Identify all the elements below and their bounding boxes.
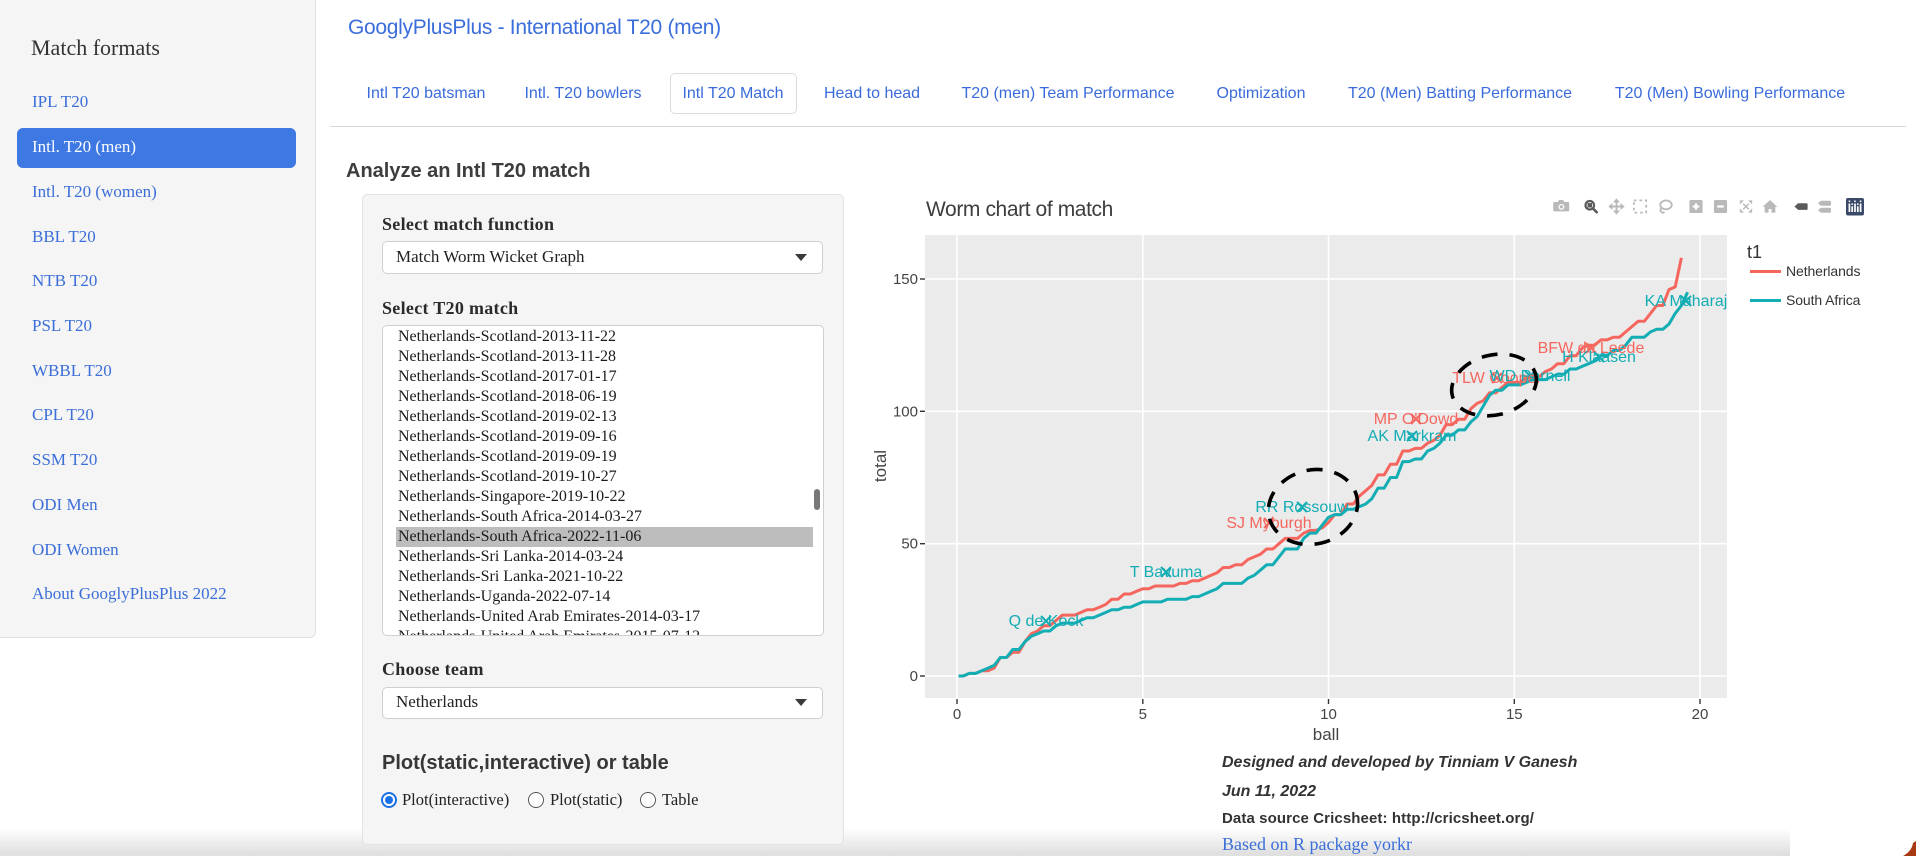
svg-text:MP O'Dowd: MP O'Dowd <box>1374 411 1459 428</box>
svg-text:t1: t1 <box>1747 242 1762 262</box>
svg-text:20: 20 <box>1692 706 1709 723</box>
svg-text:Netherlands: Netherlands <box>1786 263 1860 279</box>
svg-text:WD Parnell: WD Parnell <box>1490 368 1571 385</box>
svg-text:KA Maharaj: KA Maharaj <box>1645 293 1728 310</box>
svg-text:South Africa: South Africa <box>1786 292 1861 308</box>
svg-text:Q de Kock: Q de Kock <box>1009 613 1085 630</box>
svg-text:total: total <box>871 450 890 482</box>
svg-text:100: 100 <box>893 403 918 420</box>
svg-text:T Bavuma: T Bavuma <box>1130 564 1203 581</box>
svg-text:BFW de Leede: BFW de Leede <box>1538 340 1645 357</box>
svg-text:AK Markram: AK Markram <box>1368 428 1457 445</box>
svg-text:SJ Myburgh: SJ Myburgh <box>1226 515 1311 532</box>
svg-text:TLW Cooper: TLW Cooper <box>1452 370 1542 387</box>
svg-text:0: 0 <box>953 706 961 723</box>
svg-text:5: 5 <box>1139 706 1147 723</box>
svg-text:0: 0 <box>910 668 918 685</box>
svg-text:RR Rossouw: RR Rossouw <box>1255 499 1349 516</box>
svg-text:10: 10 <box>1320 706 1337 723</box>
svg-text:ball: ball <box>1313 725 1339 744</box>
svg-text:150: 150 <box>893 271 918 288</box>
svg-text:H Klaasen: H Klaasen <box>1562 349 1636 366</box>
svg-text:Worm chart of match: Worm chart of match <box>926 198 1113 221</box>
svg-text:15: 15 <box>1506 706 1523 723</box>
svg-text:50: 50 <box>901 536 918 553</box>
